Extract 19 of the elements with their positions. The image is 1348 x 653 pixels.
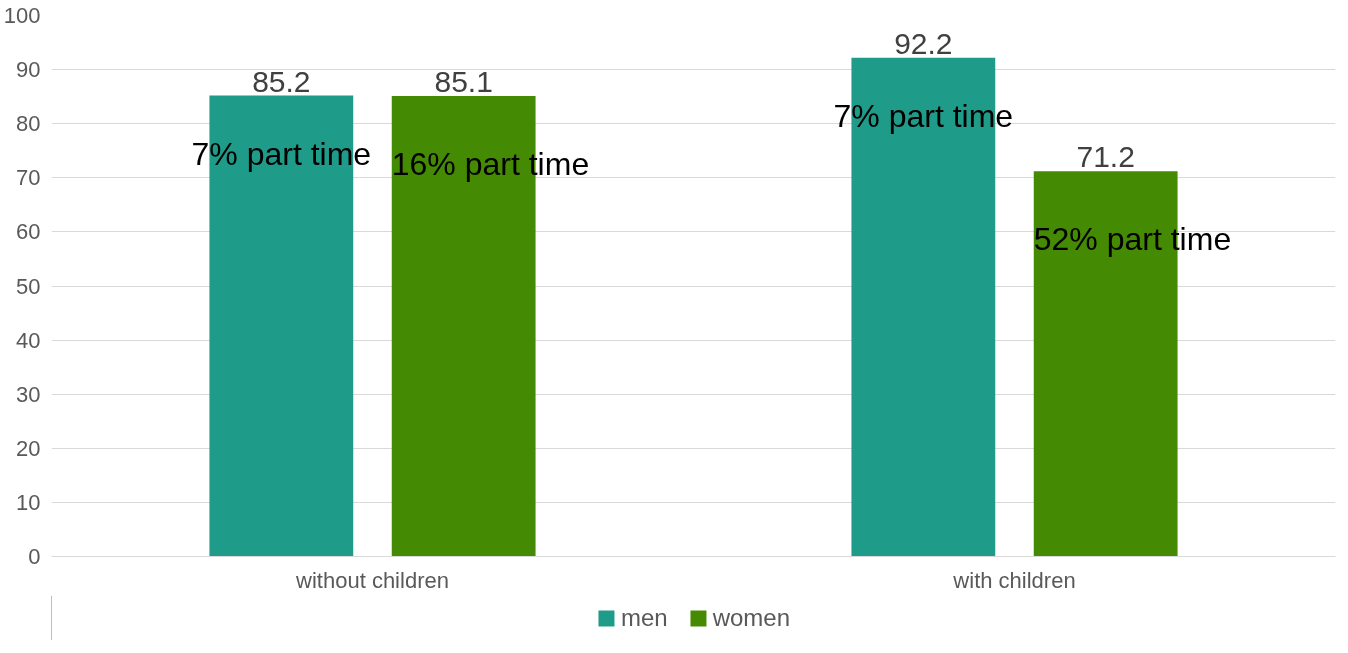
y-tick-label: 100 <box>3 3 41 28</box>
data-label: 85.2 <box>252 64 311 98</box>
data-label: 92.2 <box>894 26 953 60</box>
y-tick-label: 70 <box>16 165 41 191</box>
legend-label: women <box>712 603 791 632</box>
y-tick-label: 90 <box>16 57 41 83</box>
y-tick-label: 0 <box>28 544 41 569</box>
x-tick-label: with children <box>952 567 1076 593</box>
data-label: 71.2 <box>1076 140 1135 174</box>
y-tick-label: 50 <box>16 273 41 299</box>
y-tick-label: 30 <box>16 381 41 407</box>
y-tick-label: 40 <box>16 327 41 353</box>
y-tick-label: 80 <box>16 111 41 137</box>
y-tick-label: 10 <box>16 489 41 515</box>
y-tick-label: 60 <box>16 219 41 245</box>
legend-label: men <box>620 603 668 632</box>
y-tick-label: 20 <box>16 435 41 461</box>
x-tick-label: without children <box>295 567 449 593</box>
data-label: 85.1 <box>434 65 493 99</box>
